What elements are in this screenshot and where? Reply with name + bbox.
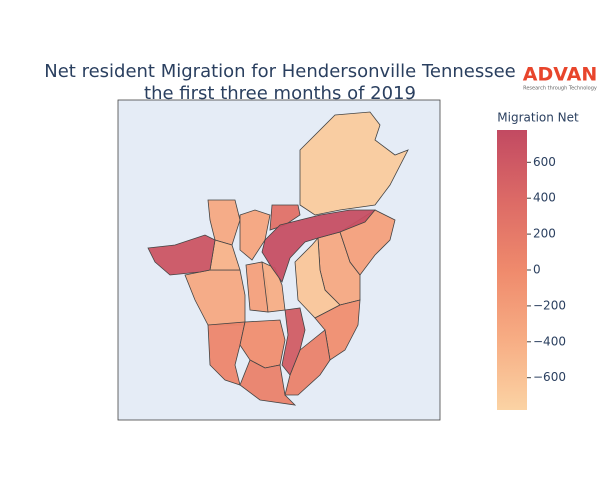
colorbar-tick-label: 0	[533, 263, 541, 277]
region	[261, 209, 376, 283]
colorbar-title: Migration Net	[497, 111, 579, 125]
region	[281, 307, 306, 376]
colorbar-tick-label: 600	[533, 155, 556, 169]
region	[284, 329, 331, 396]
title: Net resident Migration for Hendersonvill…	[44, 61, 516, 82]
regions	[147, 111, 409, 406]
region	[147, 234, 216, 276]
colorbar	[497, 130, 527, 410]
colorbar-tick-label: −400	[533, 334, 566, 348]
region	[294, 236, 341, 319]
region	[239, 359, 297, 406]
title: the first three months of 2019	[144, 83, 416, 104]
colorbar-tick-label: −600	[533, 370, 566, 384]
colorbar-tick-label: 200	[533, 227, 556, 241]
logo-tagline: Research through Technology	[523, 86, 597, 92]
colorbar-tick-label: −200	[533, 298, 566, 312]
region	[299, 111, 409, 216]
colorbar-tick-label: 400	[533, 191, 556, 205]
logo: ADVAN	[523, 64, 598, 86]
region	[269, 204, 301, 231]
